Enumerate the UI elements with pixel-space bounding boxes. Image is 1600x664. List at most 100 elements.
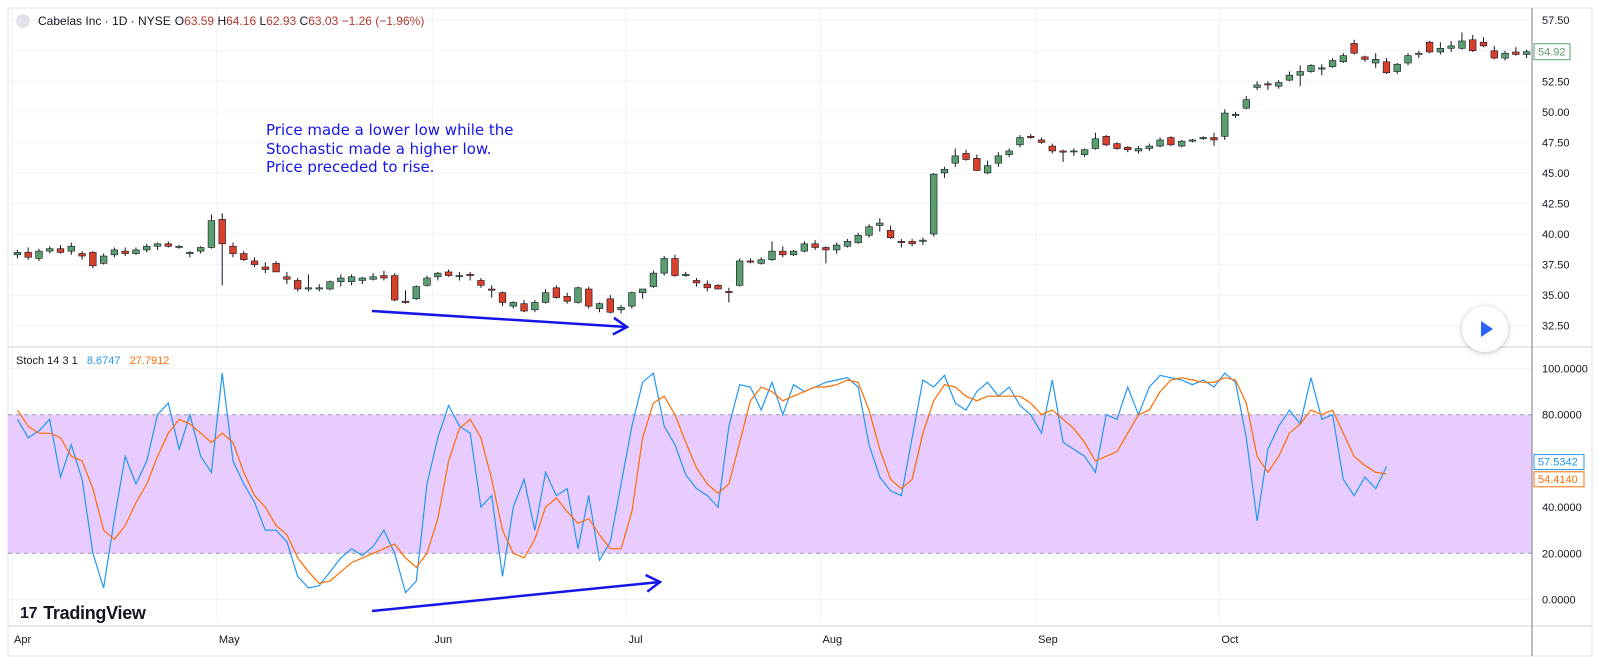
candle-body — [682, 274, 690, 276]
candle-body — [46, 248, 54, 252]
play-icon — [1480, 321, 1493, 337]
candle-body — [488, 288, 496, 291]
candle-body — [358, 277, 366, 281]
candle-body — [1145, 145, 1153, 149]
candle-body — [757, 259, 765, 264]
candle-body — [35, 250, 43, 259]
time-tick-label: Jul — [628, 634, 642, 646]
candle-body — [110, 249, 119, 256]
candle-body — [1285, 74, 1294, 81]
stoch-k-last-label-box — [1533, 454, 1585, 471]
frame — [7, 7, 1593, 657]
candle-body — [1479, 41, 1488, 47]
candle-body — [962, 153, 970, 160]
candle-body — [434, 272, 442, 278]
stochastic-name[interactable]: Stoch 14 3 1 — [16, 355, 78, 367]
candle-body — [671, 258, 679, 276]
price-tick-label: 32.50 — [1542, 321, 1570, 333]
candle-body — [143, 245, 151, 251]
price-tick-label: 57.50 — [1542, 15, 1570, 27]
time-tick-label: Aug — [823, 634, 843, 646]
stoch-d-last-label: 54.4140 — [1538, 474, 1578, 486]
candle-body — [930, 173, 938, 235]
candle-body — [509, 302, 517, 307]
low-label: L — [259, 14, 267, 28]
stoch-k-last-label: 57.5342 — [1538, 457, 1578, 469]
candle-body — [822, 247, 830, 251]
candle-body — [304, 287, 313, 290]
candle-body — [1490, 50, 1498, 59]
candle-body — [994, 155, 1003, 164]
candle-body — [218, 219, 226, 245]
last-price-box — [1533, 43, 1571, 61]
candle-body — [1242, 99, 1250, 109]
overbought-oversold-band — [8, 414, 1532, 554]
candle-body — [940, 168, 949, 174]
annotation-line: Price made a lower low while the — [266, 121, 514, 139]
candle-body — [1102, 135, 1110, 146]
candle-body — [261, 266, 269, 270]
candle-body — [164, 243, 172, 247]
candle-body — [1350, 43, 1358, 54]
stochastic-k-value: 8.6747 — [86, 355, 121, 367]
candle-body — [1188, 139, 1197, 142]
candle-body — [1027, 135, 1035, 138]
replay-button[interactable] — [1462, 306, 1508, 352]
candlestick-series — [13, 32, 1531, 314]
band-lines — [8, 414, 1532, 554]
candle-body — [1404, 55, 1412, 64]
candle-body — [1199, 137, 1207, 140]
stoch-divergence-arrow — [371, 580, 661, 613]
candle-body — [1264, 83, 1272, 86]
candle-body — [1522, 51, 1531, 55]
candle-body — [121, 250, 129, 254]
candle-body — [692, 280, 701, 284]
stoch-tick-label: 0.0000 — [1542, 595, 1576, 607]
change-value: −1.26 (−1.96%) — [341, 14, 425, 28]
candle-body — [973, 157, 981, 171]
stochastic-d-value: 27.7912 — [129, 355, 170, 367]
candle-body — [552, 287, 561, 298]
candle-body — [638, 288, 647, 293]
candle-body — [1296, 71, 1304, 76]
candle-body — [1328, 60, 1337, 67]
candle-body — [423, 277, 431, 286]
candle-body — [585, 288, 593, 307]
candle-body — [24, 252, 32, 258]
candle-body — [455, 275, 464, 277]
candle-body — [477, 280, 485, 286]
candle-body — [1447, 45, 1455, 49]
tradingview-logo[interactable]: 17 TradingView — [20, 603, 146, 624]
candle-body — [628, 292, 636, 307]
stoch-d-last-label-box — [1533, 471, 1585, 488]
price-tick-label: 47.50 — [1542, 137, 1570, 149]
stochastic-header: Stoch 14 3 1 8.6747 27.7912 — [16, 355, 169, 367]
candle-body — [1048, 145, 1056, 152]
candle-body — [800, 243, 808, 252]
candle-body — [768, 250, 776, 260]
candle-body — [315, 287, 323, 290]
candle-body — [1113, 143, 1121, 149]
candle-body — [595, 303, 604, 309]
candle-body — [153, 243, 162, 247]
candle-body — [326, 281, 334, 290]
candle-body — [983, 165, 992, 174]
candle-body — [541, 292, 550, 303]
candle-body — [337, 277, 345, 282]
price-tick-label: 52.50 — [1542, 76, 1570, 88]
candle-body — [67, 245, 75, 252]
stoch-d-line — [16, 377, 1387, 584]
candle-body — [865, 226, 873, 236]
time-tick-label: Oct — [1221, 634, 1238, 646]
candle-body — [1178, 140, 1186, 147]
candle-body — [1501, 52, 1509, 59]
candle-body — [843, 241, 852, 247]
time-tick-label: Sep — [1038, 634, 1058, 646]
candle-body — [951, 155, 959, 164]
candle-body — [703, 283, 711, 289]
candle-body — [1124, 146, 1132, 151]
symbol-title[interactable]: Cabelas Inc · 1D · NYSE — [38, 14, 171, 28]
candle-body — [789, 250, 798, 256]
axes: 57.5055.0052.5050.0047.5045.0042.5040.00… — [8, 8, 1592, 656]
candle-body — [736, 260, 744, 286]
